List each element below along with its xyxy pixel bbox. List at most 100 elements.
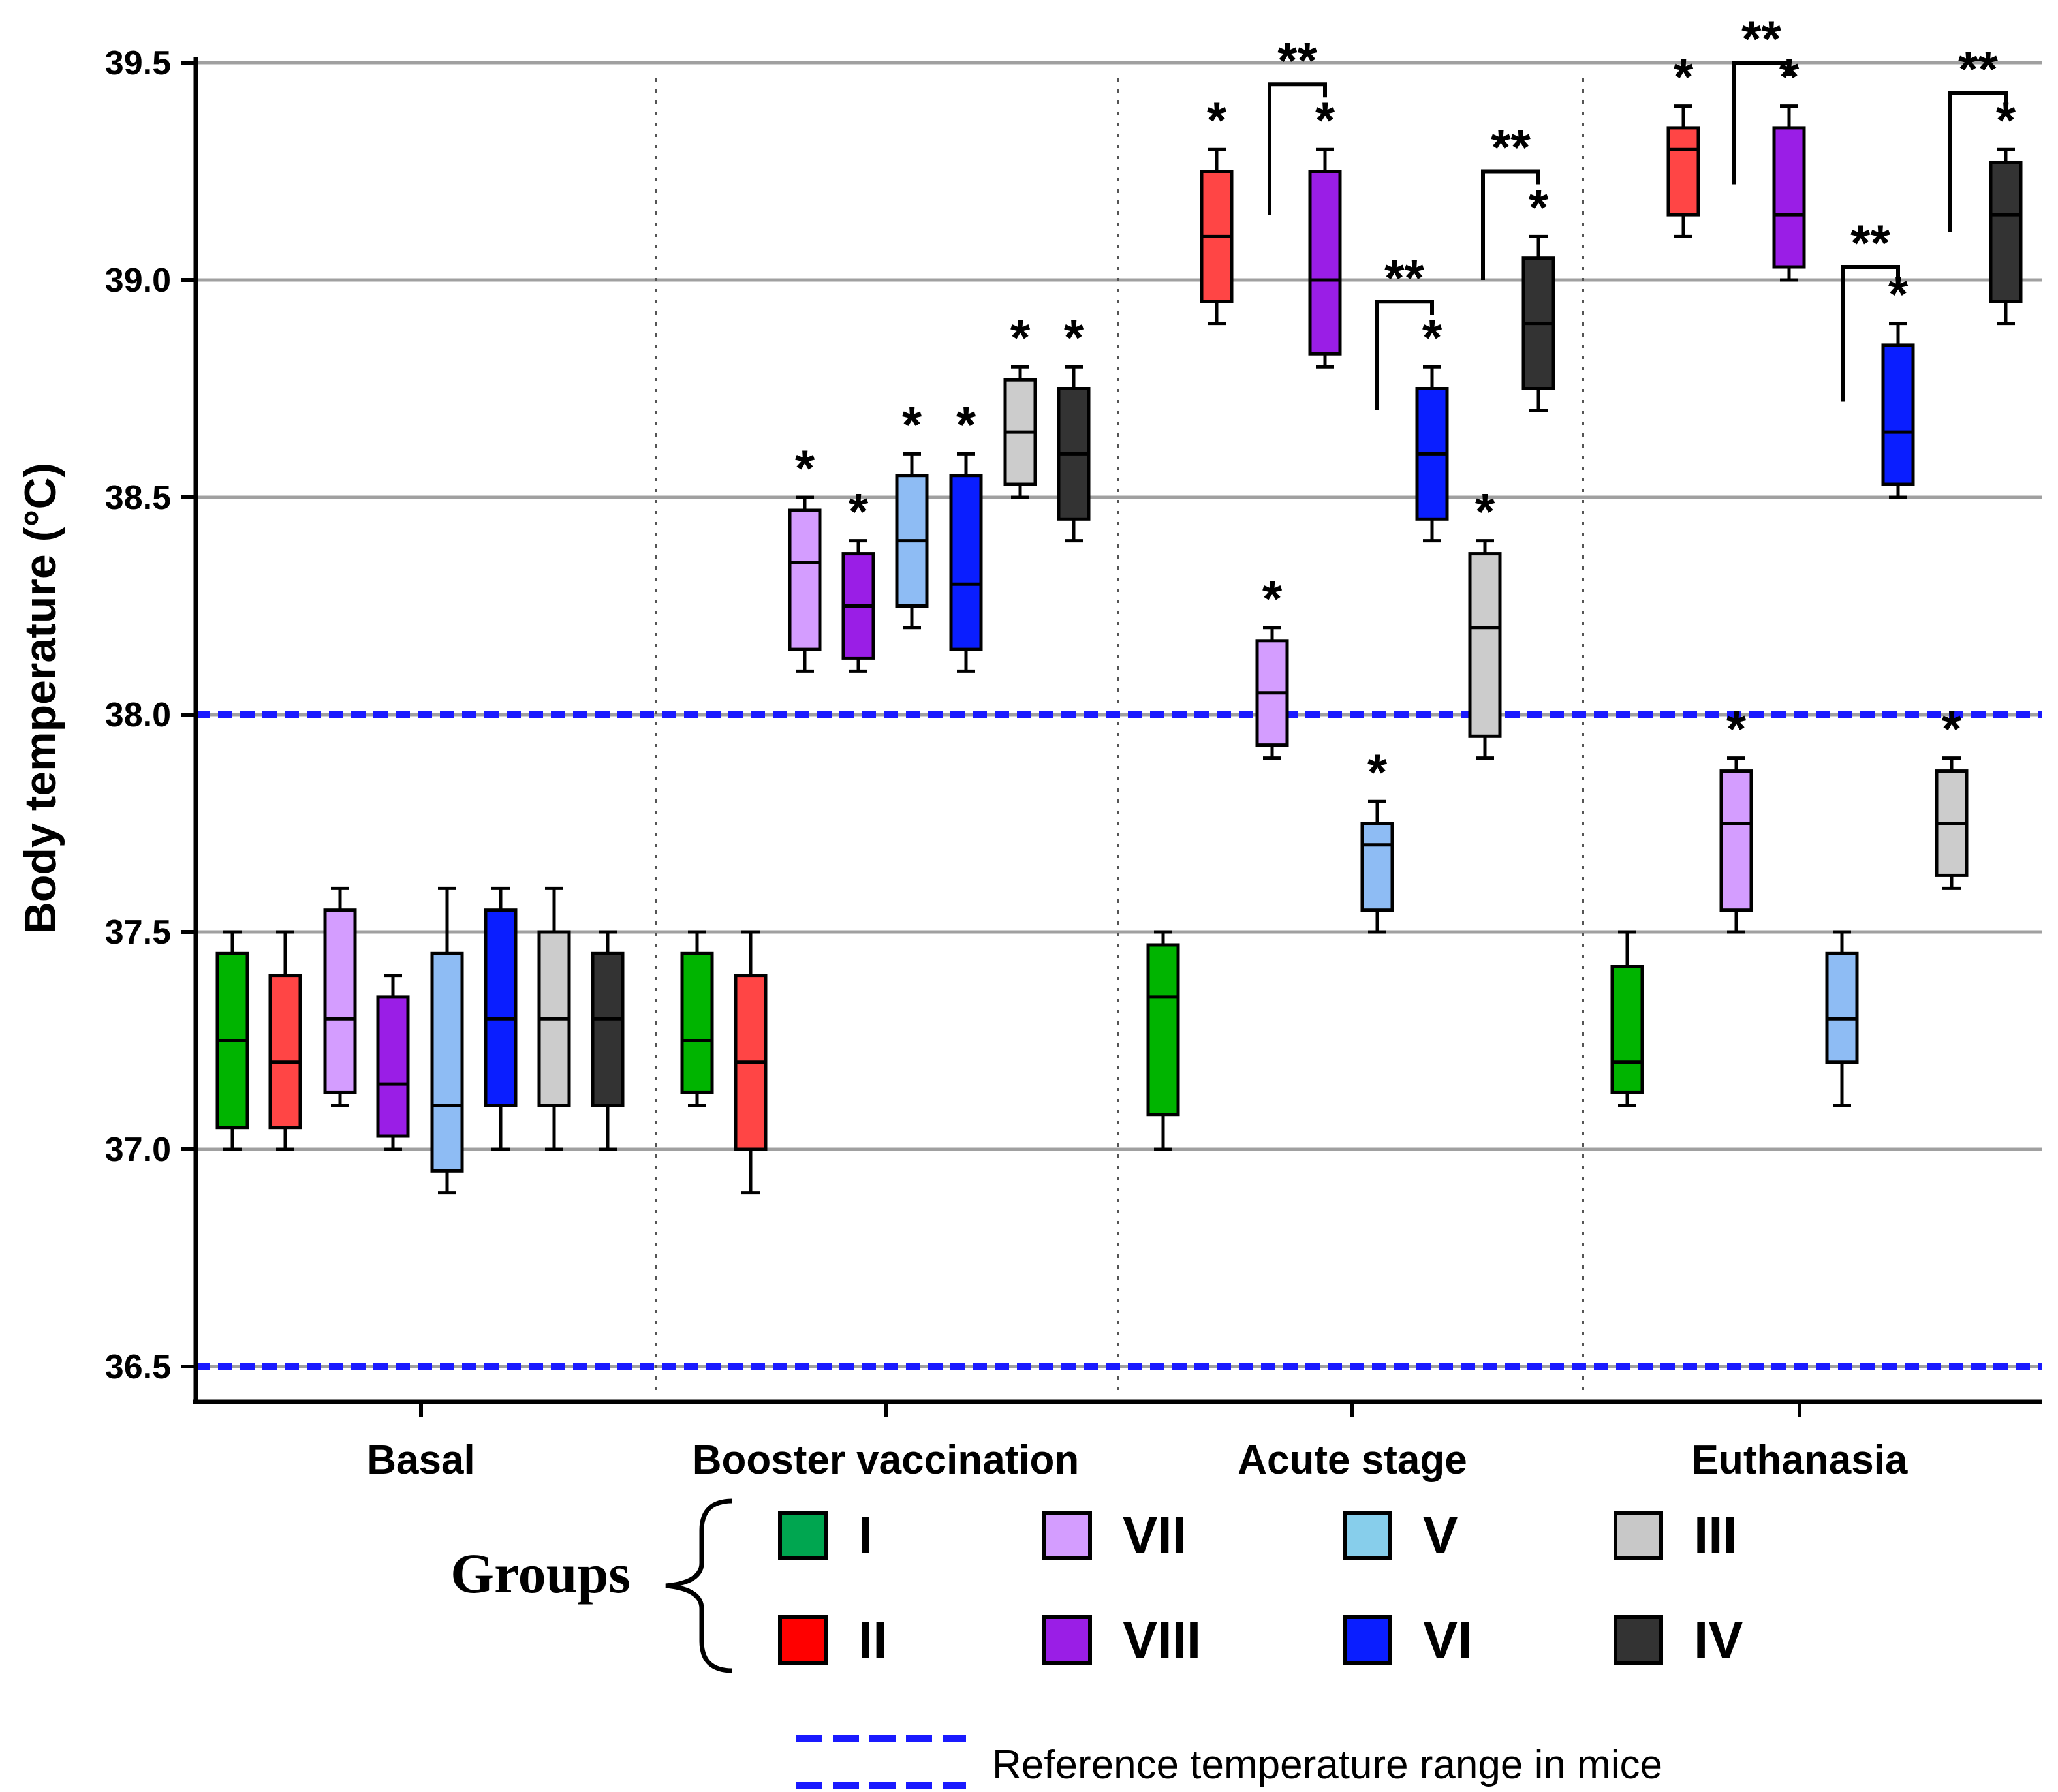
legend-item-reference: Reference temperature range in mice — [796, 1735, 1662, 1789]
box-booster-vaccination-group-III: * — [1003, 309, 1037, 499]
bracket-line — [1375, 300, 1434, 410]
legend-item-group-V: V — [1343, 1506, 1458, 1564]
box-euthanasia-group-II: * — [1666, 48, 1700, 238]
box-body — [1989, 161, 2023, 303]
legend-item-group-IV: IV — [1614, 1611, 1743, 1669]
box-body — [680, 951, 714, 1094]
significance-bracket: ** — [1481, 119, 1540, 280]
significance-bracket: ** — [1841, 214, 1900, 402]
box-body — [376, 995, 410, 1138]
significance-marker: * — [1779, 48, 1800, 106]
box-body — [484, 908, 518, 1107]
significance-marker: * — [1367, 743, 1388, 801]
y-tick-label: 39.5 — [105, 44, 171, 82]
y-tick-label: 36.5 — [105, 1348, 171, 1386]
x-category-label: Booster vaccination — [693, 1438, 1080, 1483]
box-booster-vaccination-group-V: * — [895, 395, 929, 630]
significance-marker: * — [1207, 91, 1227, 149]
category-separators — [655, 78, 1584, 1390]
box-euthanasia-group-VI: * — [1881, 266, 1915, 499]
box-booster-vaccination-group-VI: * — [949, 395, 983, 673]
legend-label: II — [858, 1611, 887, 1669]
bracket-line — [1268, 82, 1327, 215]
significance-marker: * — [1315, 91, 1335, 149]
legend-label: VII — [1123, 1506, 1187, 1564]
box-acute-stage-group-I — [1146, 930, 1180, 1151]
legend-swatch — [1042, 1511, 1092, 1560]
legend-swatch — [1343, 1615, 1392, 1665]
reference-lines — [196, 711, 2042, 1370]
box-body — [1719, 769, 1753, 912]
significance-marker: * — [849, 483, 869, 540]
legend-label: VIII — [1123, 1611, 1201, 1669]
box-basal-group-VI — [484, 886, 518, 1151]
box-acute-stage-group-VIII: * — [1308, 91, 1342, 369]
legend-label: IV — [1694, 1611, 1743, 1669]
box-booster-vaccination-group-VII: * — [788, 439, 822, 673]
significance-marker: * — [795, 439, 815, 497]
box-body — [1666, 126, 1700, 217]
bracket-label: ** — [1491, 119, 1531, 176]
box-booster-vaccination-group-IV: * — [1057, 309, 1091, 543]
bracket-label: ** — [1277, 31, 1317, 89]
legend-swatch — [1042, 1615, 1092, 1665]
box-basal-group-II — [268, 930, 302, 1151]
significance-marker: * — [1422, 309, 1442, 366]
bracket-label: ** — [1384, 249, 1424, 306]
legend-item-group-VII: VII — [1042, 1506, 1187, 1564]
box-euthanasia-group-V — [1825, 930, 1859, 1107]
legend-label: III — [1694, 1506, 1738, 1564]
box-acute-stage-group-II: * — [1200, 91, 1234, 326]
legend-swatch — [1614, 1511, 1663, 1560]
significance-bracket: ** — [1948, 40, 2008, 232]
bracket-line — [1481, 169, 1540, 280]
bracket-label: ** — [1850, 214, 1890, 271]
significance-marker: * — [1064, 309, 1084, 366]
box-body — [1468, 552, 1502, 738]
legend-label: VI — [1423, 1611, 1473, 1669]
legend-item-group-I: I — [778, 1506, 873, 1564]
box-acute-stage-group-VII: * — [1255, 570, 1289, 760]
box-basal-group-I — [215, 930, 249, 1151]
legend-item-group-VI: VI — [1343, 1611, 1473, 1669]
legend-brace — [665, 1498, 733, 1673]
legend-label: I — [858, 1506, 873, 1564]
box-body — [1772, 126, 1806, 269]
box-euthanasia-group-I — [1610, 930, 1644, 1107]
legend-reference-label: Reference temperature range in mice — [992, 1742, 1662, 1787]
bracket-line — [1732, 61, 1791, 185]
x-category-label: Euthanasia — [1692, 1438, 1908, 1483]
significance-marker: * — [1010, 309, 1031, 366]
box-acute-stage-group-III: * — [1468, 483, 1502, 760]
significance-bracket: ** — [1732, 10, 1791, 185]
box-body — [1146, 943, 1180, 1117]
box-basal-group-VII — [323, 886, 357, 1107]
box-basal-group-V — [430, 886, 464, 1195]
box-euthanasia-group-VIII: * — [1772, 48, 1806, 282]
y-tick-label: 39.0 — [105, 262, 171, 300]
box-booster-vaccination-group-VIII: * — [841, 483, 875, 673]
box-body — [1881, 343, 1915, 486]
significance-bracket: ** — [1375, 249, 1434, 410]
legend-item-group-III: III — [1614, 1506, 1738, 1564]
significance-marker: * — [902, 395, 922, 453]
y-axis-label: Body temperature (°C) — [16, 463, 65, 934]
legend-item-group-VIII: VIII — [1042, 1611, 1201, 1669]
box-body — [268, 974, 302, 1130]
box-body — [949, 474, 983, 651]
box-euthanasia-group-III: * — [1935, 700, 1969, 890]
y-tick-label: 38.5 — [105, 479, 171, 517]
box-body — [1360, 822, 1394, 912]
legend-swatch — [1343, 1511, 1392, 1560]
box-body — [591, 951, 625, 1107]
box-body — [1610, 965, 1644, 1094]
box-euthanasia-group-IV: * — [1989, 91, 2023, 326]
box-basal-group-VIII — [376, 974, 410, 1151]
significance-bracket: ** — [1268, 31, 1327, 215]
significance-marker: * — [956, 395, 976, 453]
box-body — [430, 951, 464, 1173]
x-category-label: Acute stage — [1238, 1438, 1467, 1483]
significance-marker: * — [1674, 48, 1694, 106]
box-body — [323, 908, 357, 1094]
